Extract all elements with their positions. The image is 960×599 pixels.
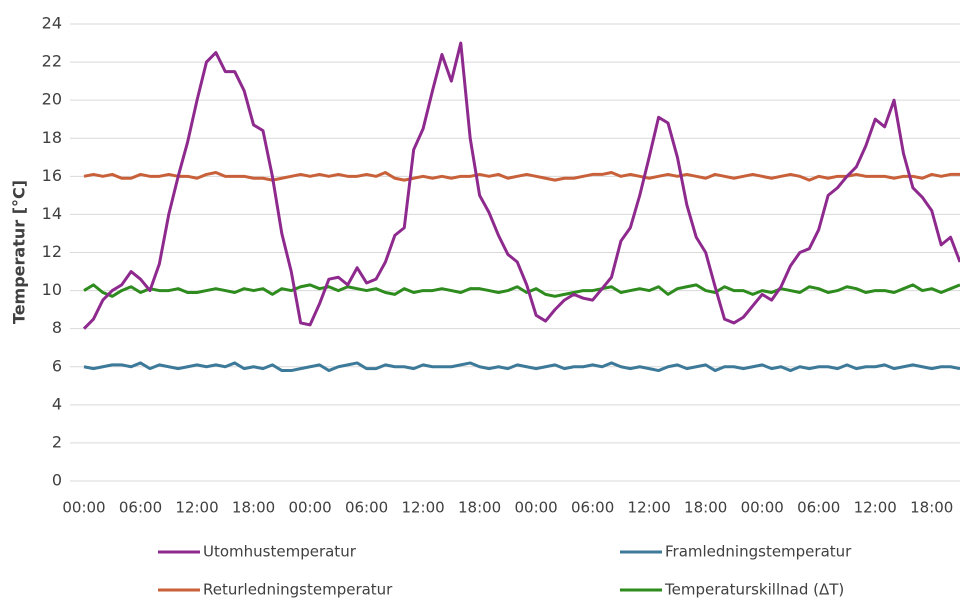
x-tick-label: 00:00 — [515, 499, 558, 517]
legend-label: Framledningstemperatur — [665, 543, 852, 561]
series-line — [83, 171, 960, 182]
x-tick-label: 12:00 — [854, 499, 897, 517]
y-tick-label: 16 — [42, 166, 62, 185]
x-tick-label: 00:00 — [288, 499, 331, 517]
y-tick-label: 0 — [52, 471, 62, 490]
x-tick-label: 00:00 — [62, 499, 105, 517]
x-tick-label: 12:00 — [175, 499, 218, 517]
x-tick-label: 06:00 — [119, 499, 162, 517]
legend-label: Utomhustemperatur — [203, 543, 357, 561]
series-line — [82, 41, 960, 330]
y-tick-label: 18 — [42, 128, 62, 147]
x-tick-label: 06:00 — [571, 499, 614, 517]
x-tick-label: 12:00 — [628, 499, 671, 517]
x-tick-label: 18:00 — [458, 499, 501, 517]
legend-label: Temperaturskillnad (ΔT) — [664, 581, 844, 599]
y-tick-label: 12 — [42, 242, 62, 261]
y-tick-label: 6 — [52, 356, 62, 375]
y-tick-label: 14 — [42, 204, 62, 223]
y-tick-label: 8 — [52, 318, 62, 337]
x-tick-label: 06:00 — [345, 499, 388, 517]
y-axis-title: Temperatur [°C] — [10, 180, 29, 324]
legend-label: Returledningstemperatur — [203, 581, 393, 599]
y-tick-label: 24 — [42, 14, 62, 33]
series-line — [83, 283, 960, 298]
x-tick-label: 18:00 — [910, 499, 953, 517]
x-tick-label: 12:00 — [401, 499, 444, 517]
x-tick-label: 18:00 — [684, 499, 727, 517]
y-tick-label: 22 — [42, 52, 62, 71]
y-tick-label: 2 — [52, 432, 62, 451]
x-tick-label: 06:00 — [797, 499, 840, 517]
y-tick-label: 20 — [42, 90, 62, 109]
x-tick-label: 00:00 — [741, 499, 784, 517]
y-tick-label: 4 — [52, 394, 62, 413]
series-line — [83, 361, 960, 373]
x-tick-label: 18:00 — [232, 499, 275, 517]
y-tick-label: 10 — [42, 280, 62, 299]
